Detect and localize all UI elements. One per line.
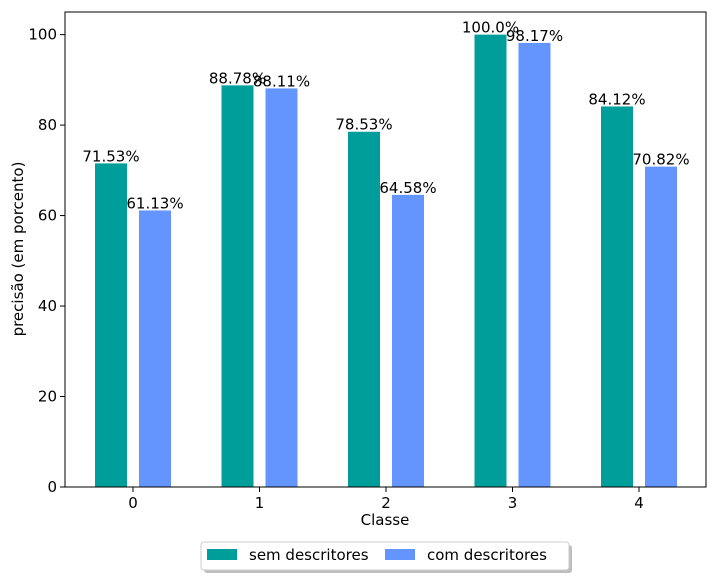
data-label: 61.13% bbox=[126, 194, 183, 212]
bar-sem-descritores-3 bbox=[474, 34, 507, 487]
data-label: 71.53% bbox=[82, 147, 139, 165]
data-label: 84.12% bbox=[588, 90, 645, 108]
data-label: 100.0% bbox=[462, 19, 519, 37]
y-tick-label: 0 bbox=[47, 478, 57, 496]
legend-swatch-sem-descritores bbox=[207, 549, 237, 560]
legend-label-com-descritores: com descritores bbox=[427, 546, 547, 564]
data-label: 98.17% bbox=[506, 27, 563, 45]
y-tick-label: 100 bbox=[28, 26, 57, 44]
bar-sem-descritores-4 bbox=[601, 106, 633, 487]
y-axis-label: precisão (em porcento) bbox=[9, 162, 27, 337]
y-axis: 0 20 40 60 80 100 bbox=[28, 26, 65, 496]
x-axis-label: Classe bbox=[361, 511, 410, 529]
y-tick-label: 80 bbox=[38, 116, 57, 134]
x-tick-label: 4 bbox=[634, 494, 644, 512]
bar-sem-descritores-0 bbox=[95, 163, 127, 487]
bar-com-descritores-4 bbox=[645, 166, 677, 487]
legend-swatch-com-descritores bbox=[385, 549, 415, 560]
bar-com-descritores-3 bbox=[518, 42, 551, 488]
x-tick-label: 3 bbox=[508, 494, 518, 512]
x-axis: 0 1 2 3 4 bbox=[128, 487, 644, 512]
legend-label-sem-descritores: sem descritores bbox=[249, 546, 369, 564]
x-tick-label: 2 bbox=[381, 494, 391, 512]
data-label: 64.58% bbox=[379, 179, 436, 197]
data-label: 70.82% bbox=[632, 151, 689, 169]
plot-area: 71.53% 61.13% 88.78%88.11% 78.53% 64.58% 100.… bbox=[82, 19, 690, 488]
bar-sem-descritores-1 bbox=[221, 85, 254, 487]
data-label: 88.78% bbox=[209, 69, 266, 87]
bar-com-descritores-0 bbox=[139, 210, 171, 487]
x-tick-label: 1 bbox=[255, 494, 265, 512]
y-tick-label: 20 bbox=[38, 388, 57, 406]
bar-com-descritores-1 bbox=[265, 88, 298, 488]
y-tick-label: 60 bbox=[38, 207, 57, 225]
data-label: 78.53% bbox=[335, 116, 392, 134]
data-label: 88.11% bbox=[253, 72, 310, 90]
bar-sem-descritores-2 bbox=[348, 131, 380, 487]
x-tick-label: 0 bbox=[128, 494, 138, 512]
y-tick-label: 40 bbox=[38, 297, 57, 315]
bar-com-descritores-2 bbox=[392, 194, 424, 487]
legend: sem descritores com descritores bbox=[200, 541, 572, 573]
